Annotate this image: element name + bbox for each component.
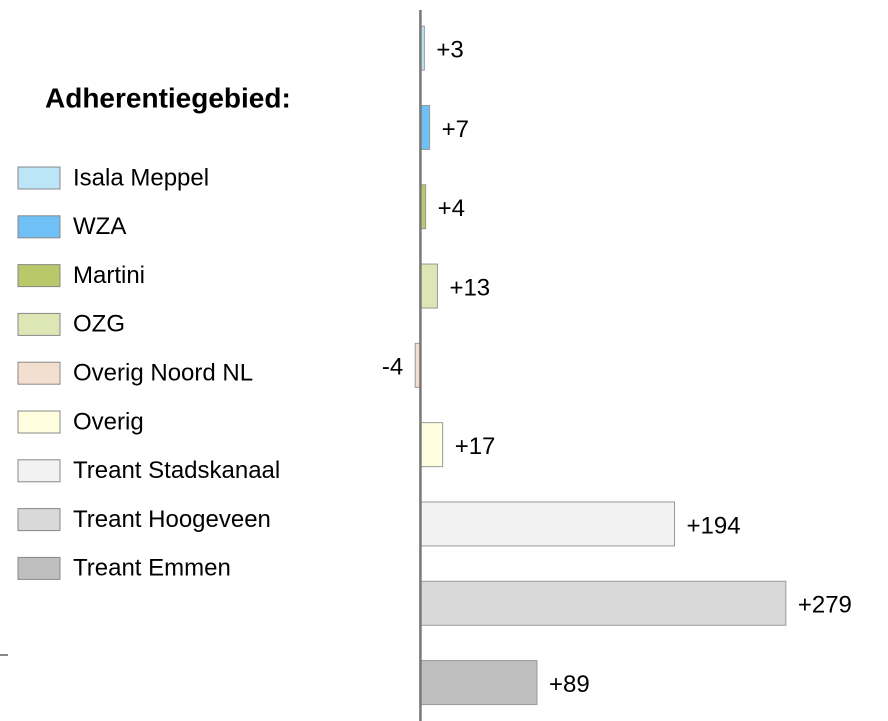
value-label: +279 xyxy=(798,592,852,619)
legend-swatch xyxy=(17,312,61,336)
legend-label: Isala Meppel xyxy=(73,164,209,191)
value-label: +3 xyxy=(436,36,463,63)
legend-label: Overig Noord NL xyxy=(73,360,253,387)
legend-label: Treant Hoogeveen xyxy=(73,506,271,533)
value-label: +194 xyxy=(687,512,741,539)
legend-swatch xyxy=(17,215,61,239)
legend-label: OZG xyxy=(73,311,125,338)
bar xyxy=(419,660,538,706)
value-label: -4 xyxy=(382,354,403,381)
legend-label: Treant Emmen xyxy=(73,555,231,582)
bar xyxy=(419,422,444,468)
bar xyxy=(419,580,787,626)
bar xyxy=(419,263,438,309)
legend-swatch xyxy=(17,459,61,483)
bar xyxy=(419,501,676,547)
value-label: +7 xyxy=(442,116,469,143)
value-label: +4 xyxy=(438,195,465,222)
value-label: +89 xyxy=(549,671,590,698)
legend-label: Martini xyxy=(73,262,145,289)
bar xyxy=(419,104,431,150)
value-label: +13 xyxy=(449,274,490,301)
legend-swatch xyxy=(17,264,61,288)
legend-label: Treant Stadskanaal xyxy=(73,457,280,484)
legend-swatch xyxy=(17,410,61,434)
legend-label: WZA xyxy=(73,213,126,240)
legend-swatch xyxy=(17,508,61,532)
legend-swatch xyxy=(17,556,61,580)
value-label: +17 xyxy=(455,433,496,460)
legend-label: Overig xyxy=(73,408,144,435)
legend-swatch xyxy=(17,166,61,190)
legend-title: Adherentiegebied: xyxy=(45,82,291,113)
legend-swatch xyxy=(17,361,61,385)
